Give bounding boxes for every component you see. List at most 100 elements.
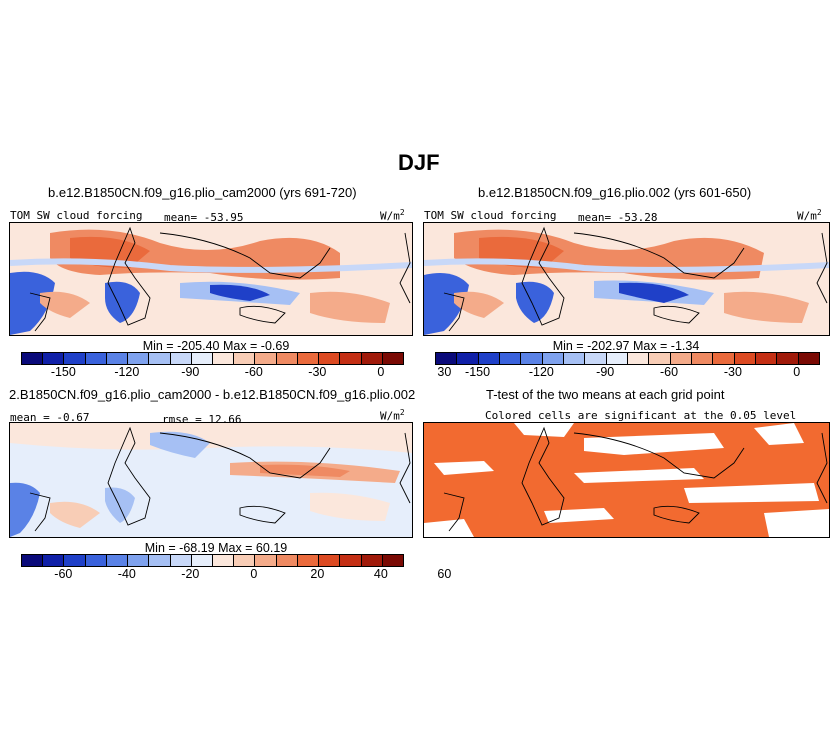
colorbar-swatch xyxy=(212,353,235,364)
panel2-map xyxy=(423,222,830,336)
colorbar-tick-label: -40 xyxy=(117,567,136,581)
colorbar-swatch xyxy=(234,353,256,364)
colorbar-tick-label: -90 xyxy=(181,365,200,379)
colorbar-swatch xyxy=(649,353,671,364)
panel4-map xyxy=(423,422,830,538)
colorbar-swatch xyxy=(276,555,298,566)
colorbar-swatch xyxy=(255,353,277,364)
colorbar-swatch xyxy=(212,555,235,566)
colorbar-tick-label: 30 xyxy=(437,365,452,379)
colorbar-tick-label: 20 xyxy=(310,567,325,581)
colorbar-tick-label: -120 xyxy=(114,365,140,379)
colorbar-tick-label: 0 xyxy=(793,365,801,379)
colorbar-swatch xyxy=(606,353,628,364)
colorbar-swatch xyxy=(436,353,458,364)
colorbar-tick-label: -30 xyxy=(723,365,742,379)
colorbar-tick-label: -60 xyxy=(54,567,73,581)
colorbar-swatch xyxy=(255,555,277,566)
panel1-title: b.e12.B1850CN.f09_g16.plio_cam2000 (yrs … xyxy=(48,185,357,200)
colorbar-tick-label: 0 xyxy=(250,567,258,581)
colorbar-swatch xyxy=(340,353,362,364)
colorbar-swatch xyxy=(170,353,192,364)
colorbar-swatch xyxy=(64,555,86,566)
panel4-subtitle: Colored cells are significant at the 0.0… xyxy=(485,409,797,422)
panel2-map-field xyxy=(424,223,829,335)
colorbar-swatch xyxy=(149,353,171,364)
panel3-title: 2.B1850CN.f09_g16.plio_cam2000 - b.e12.B… xyxy=(9,387,416,402)
colorbar-tick-label: -90 xyxy=(596,365,615,379)
colorbar-swatch xyxy=(457,353,479,364)
colorbar-swatch xyxy=(234,555,256,566)
colorbar-swatch xyxy=(297,353,320,364)
colorbar-swatch xyxy=(777,353,799,364)
colorbar-tick-label: -60 xyxy=(660,365,679,379)
panel3-mean-label: mean = -0.67 xyxy=(10,411,90,424)
colorbar-swatch xyxy=(478,353,500,364)
colorbar-swatch xyxy=(755,353,778,364)
colorbar-tick-label: -30 xyxy=(308,365,327,379)
colorbar-tick-label: -60 xyxy=(244,365,263,379)
colorbar-swatch xyxy=(340,555,362,566)
colorbar-swatch xyxy=(170,555,192,566)
colorbar-swatch xyxy=(276,353,298,364)
panel1-map xyxy=(9,222,413,336)
panel3-units-label: W/m2 xyxy=(380,408,405,423)
colorbar-swatch xyxy=(499,353,522,364)
colorbar-swatch xyxy=(22,353,44,364)
panel3-map-field xyxy=(10,423,412,537)
colorbar-swatch xyxy=(85,555,107,566)
colorbar-swatch xyxy=(521,353,543,364)
colorbar-swatch xyxy=(22,555,44,566)
figure-title: DJF xyxy=(398,150,440,175)
colorbar-swatch xyxy=(85,353,107,364)
colorbar-swatch xyxy=(382,353,403,364)
colorbar-swatch xyxy=(542,353,564,364)
colorbar-swatch xyxy=(43,555,65,566)
colorbar-swatch xyxy=(734,353,756,364)
panel3-map xyxy=(9,422,413,538)
panel4-map-field xyxy=(424,423,829,537)
panel2-mean-label: mean= -53.28 xyxy=(578,211,658,224)
colorbar-tick-label: 40 xyxy=(373,567,388,581)
panel2-title: b.e12.B1850CN.f09_g16.plio.002 (yrs 601-… xyxy=(478,185,752,200)
colorbar-swatch xyxy=(361,353,383,364)
panel1-units-label: W/m2 xyxy=(380,208,405,223)
colorbar-swatch xyxy=(43,353,65,364)
colorbar-swatch xyxy=(64,353,86,364)
panel1-map-field xyxy=(10,223,412,335)
colorbar-swatch xyxy=(191,555,213,566)
panel2-variable-label: TOM SW cloud forcing xyxy=(424,209,557,222)
colorbar-swatch xyxy=(106,555,129,566)
colorbar-swatch xyxy=(382,555,403,566)
colorbar-swatch xyxy=(149,555,171,566)
colorbar-swatch xyxy=(106,353,129,364)
colorbar-tick-label: -150 xyxy=(50,365,76,379)
colorbar-swatch xyxy=(128,555,150,566)
panel1-minmax: Min = -205.40 Max = -0.69 xyxy=(142,339,290,353)
colorbar-swatch xyxy=(361,555,383,566)
colorbar-tick-label: 0 xyxy=(377,365,385,379)
panel2-units-label: W/m2 xyxy=(797,208,822,223)
panel1-colorbar xyxy=(21,352,404,365)
colorbar-tick-label: -150 xyxy=(465,365,491,379)
colorbar-swatch xyxy=(128,353,150,364)
colorbar-tick-label: 60 xyxy=(437,567,452,581)
colorbar-swatch xyxy=(191,353,213,364)
colorbar-swatch xyxy=(627,353,650,364)
colorbar-swatch xyxy=(319,555,341,566)
colorbar-swatch xyxy=(713,353,735,364)
panel3-colorbar xyxy=(21,554,404,567)
colorbar-swatch xyxy=(563,353,586,364)
colorbar-swatch xyxy=(798,353,819,364)
panel1-mean-label: mean= -53.95 xyxy=(164,211,244,224)
colorbar-swatch xyxy=(670,353,692,364)
panel2-colorbar xyxy=(435,352,820,365)
colorbar-swatch xyxy=(297,555,320,566)
colorbar-tick-label: -20 xyxy=(181,567,200,581)
panel4-title: T-test of the two means at each grid poi… xyxy=(486,387,725,402)
panel2-minmax: Min = -202.97 Max = -1.34 xyxy=(552,339,700,353)
panel1-variable-label: TOM SW cloud forcing xyxy=(10,209,143,222)
colorbar-swatch xyxy=(319,353,341,364)
colorbar-tick-label: -120 xyxy=(528,365,554,379)
panel3-minmax: Min = -68.19 Max = 60.19 xyxy=(144,541,288,555)
